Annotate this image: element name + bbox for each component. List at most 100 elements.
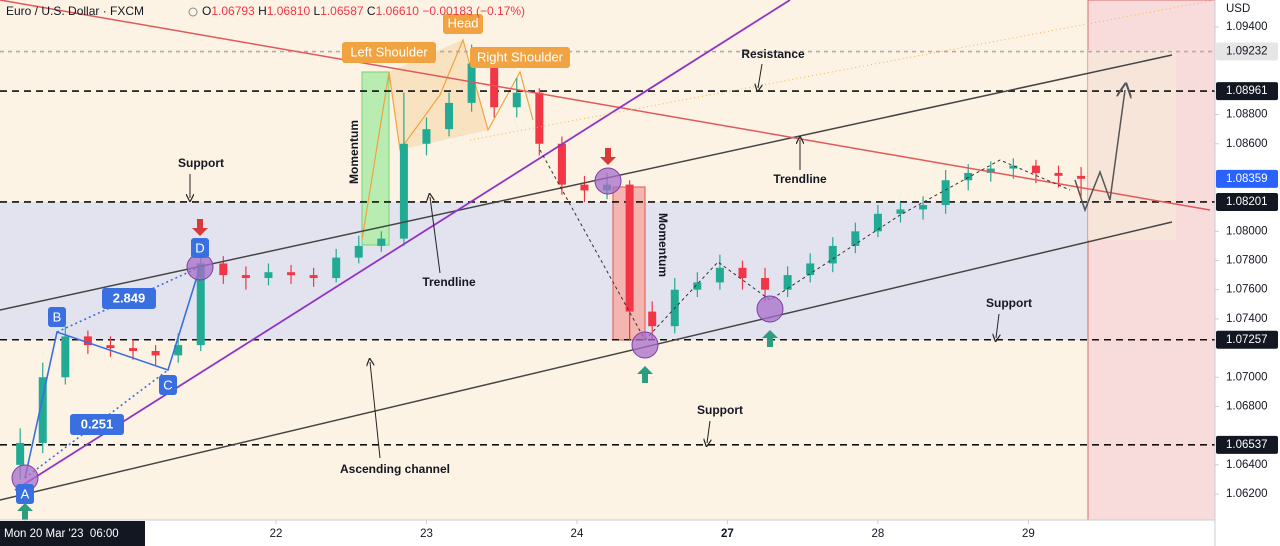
- candle-body: [941, 180, 950, 206]
- x-tick-label: 22: [270, 528, 283, 540]
- level-label: 1.08961: [1226, 85, 1268, 97]
- ohlc-key: C: [367, 4, 376, 18]
- point-label: B: [53, 309, 62, 324]
- ohlc-value: 1.06810: [267, 4, 311, 18]
- annotation: Support: [178, 156, 224, 170]
- annotation: Trendline: [422, 275, 476, 289]
- level-badge: [1216, 192, 1278, 211]
- candle-body: [964, 172, 973, 181]
- symbol: Euro / U.S. Dollar · FXCM: [6, 4, 144, 18]
- y-tick-label: 1.06200: [1226, 488, 1268, 500]
- candle-body: [399, 143, 408, 239]
- candle-body: [919, 205, 928, 210]
- y-tick-label: 1.08800: [1226, 109, 1268, 121]
- candle-body: [287, 272, 296, 276]
- pivot-circle: [631, 331, 659, 359]
- x-cursor-tag: [0, 521, 145, 546]
- level-label: 1.08359: [1226, 173, 1268, 185]
- ratio-label: 2.849: [113, 290, 146, 305]
- annotation: Left Shoulder: [350, 44, 428, 59]
- candle-body: [16, 442, 25, 465]
- trendline-up: [14, 0, 791, 491]
- candle-body: [129, 348, 138, 351]
- projection-path: [1074, 90, 1125, 213]
- y-tick-label: 1.06800: [1226, 400, 1268, 412]
- candle-body: [1054, 172, 1063, 176]
- candle-body: [83, 336, 92, 346]
- candle-body: [783, 275, 792, 290]
- x-tick-label: 23: [420, 528, 433, 540]
- x-tick-label: 29: [1022, 528, 1035, 540]
- level-label: 1.06537: [1226, 439, 1268, 451]
- candle-body: [174, 345, 183, 356]
- candle-body: [828, 245, 837, 264]
- pivot-circle: [756, 295, 784, 323]
- x-tick-label: 24: [571, 528, 584, 540]
- candle-body: [851, 231, 860, 246]
- pivot-circle: [594, 167, 622, 195]
- down-arrow: [600, 148, 616, 165]
- candle-body: [1031, 165, 1040, 173]
- annotation: Support: [697, 403, 743, 417]
- level-badge: [1216, 42, 1278, 61]
- level-label: 1.07257: [1226, 334, 1268, 346]
- change: −0.00183 (−0.17%): [422, 4, 525, 18]
- candle-body: [445, 102, 454, 130]
- level-label: 1.09232: [1226, 46, 1268, 58]
- ohlc-key: L: [313, 4, 320, 18]
- level-label: 1.08201: [1226, 196, 1268, 208]
- annotation: Head: [447, 15, 478, 30]
- candle-body: [38, 377, 47, 443]
- candle-body: [219, 263, 228, 276]
- path-dashed: [644, 159, 1071, 341]
- ohlc-key: O: [202, 4, 211, 18]
- ohlc-value: 1.06793: [211, 4, 255, 18]
- down-arrow: [192, 219, 208, 236]
- candle-body: [354, 245, 363, 258]
- level-badge: [1216, 82, 1278, 101]
- point-label: C: [163, 377, 172, 392]
- candle-body: [986, 168, 995, 173]
- y-tick-label: 1.08600: [1226, 138, 1268, 150]
- ohlc-value: 1.06610: [376, 4, 420, 18]
- pattern-shade: [389, 40, 488, 150]
- candle-body: [309, 275, 318, 279]
- candle-body: [332, 257, 341, 279]
- annotation-arrow: [430, 197, 441, 274]
- level-badge: [1216, 435, 1278, 454]
- candle-body: [151, 350, 160, 356]
- x-axis-panel: [0, 520, 1215, 546]
- annotation-arrow: [996, 313, 999, 338]
- level-badge: [1216, 330, 1278, 349]
- y-tick-label: 1.06400: [1226, 459, 1268, 471]
- candle-body: [377, 238, 386, 246]
- up-arrow: [17, 503, 33, 520]
- ohlc: O1.06793 H1.06810 L1.06587 C1.06610 −0.0…: [202, 4, 525, 18]
- candle-body: [806, 263, 815, 276]
- channel-lower: [0, 221, 1173, 501]
- point-tag: [16, 484, 34, 504]
- candle-body: [422, 129, 431, 144]
- annotation-arrow: [707, 420, 710, 443]
- annotation-arrow: [370, 362, 381, 459]
- annotation: Momentum: [347, 120, 361, 184]
- up-arrow: [762, 330, 778, 347]
- y-tick-label: 1.09400: [1226, 21, 1268, 33]
- candle-body: [625, 184, 634, 312]
- annotation: Resistance: [741, 47, 805, 61]
- pattern-legs: [24, 266, 201, 479]
- status-icon: [188, 7, 198, 17]
- trendline-down: [0, 0, 1211, 211]
- y-tick-label: 1.08000: [1226, 225, 1268, 237]
- annotation: Momentum: [656, 213, 670, 277]
- y-tick-label: 1.07800: [1226, 255, 1268, 267]
- candle-body: [241, 275, 250, 279]
- candle-body: [580, 184, 589, 191]
- pattern-outline: [361, 38, 534, 241]
- x-tick-label: Mon 20 Mar '23 06:00: [4, 528, 119, 540]
- y-tick-label: 1.07000: [1226, 371, 1268, 383]
- y-axis-unit: USD: [1226, 3, 1250, 15]
- candle-body: [1077, 175, 1086, 179]
- point-tag: [191, 238, 209, 258]
